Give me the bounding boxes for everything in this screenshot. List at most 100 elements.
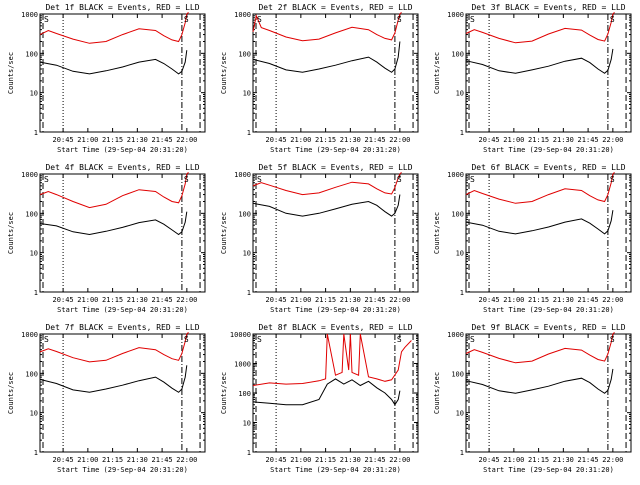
x-axis-label: Start Time (29-Sep-04 20:31:20): [483, 306, 614, 314]
lld-series-line: [465, 12, 615, 44]
x-axis-label: Start Time (29-Sep-04 20:31:20): [270, 146, 401, 154]
s-marker-label: S: [257, 15, 262, 24]
y-tick-label: 100: [238, 210, 251, 218]
x-tick-label: 21:45: [578, 136, 599, 144]
y-tick-label: 1: [247, 449, 251, 457]
events-series-line: [39, 50, 188, 75]
y-tick-label: 10: [30, 90, 38, 98]
y-tick-label: 1000: [447, 331, 464, 339]
y-tick-label: 10: [456, 90, 464, 98]
y-tick-label: 1000: [234, 361, 251, 369]
x-tick-label: 21:15: [102, 456, 123, 464]
y-tick-label: 1: [247, 289, 251, 297]
s-marker-label: S: [610, 175, 615, 184]
x-tick-label: 21:15: [528, 456, 549, 464]
y-tick-label: 1: [34, 449, 38, 457]
y-tick-label: 100: [238, 50, 251, 58]
s-marker-label: S: [44, 175, 49, 184]
s-marker-label: S: [184, 15, 189, 24]
x-tick-label: 21:00: [290, 456, 311, 464]
x-tick-label: 21:45: [152, 456, 173, 464]
x-tick-label: 21:45: [365, 296, 386, 304]
x-tick-label: 22:00: [602, 136, 623, 144]
lld-series-line: [252, 12, 402, 42]
panel-title: Det 9f BLACK = Events, RED = LLD: [471, 323, 625, 332]
x-tick-label: 21:30: [127, 456, 148, 464]
y-tick-label: 1000: [234, 171, 251, 179]
x-tick-label: 22:00: [602, 456, 623, 464]
x-tick-label: 20:45: [266, 136, 287, 144]
x-tick-label: 22:00: [176, 456, 197, 464]
events-series-line: [39, 211, 188, 236]
x-axis-label: Start Time (29-Sep-04 20:31:20): [270, 466, 401, 474]
events-series-line: [465, 210, 614, 235]
y-tick-label: 10: [456, 250, 464, 258]
y-tick-label: 10: [243, 250, 251, 258]
y-axis-label: Counts/sec: [433, 372, 441, 414]
panel-title: Det 8f BLACK = Events, RED = LLD: [258, 323, 412, 332]
panel-title: Det 4f BLACK = Events, RED = LLD: [45, 163, 199, 172]
plot-frame: [39, 173, 206, 293]
x-tick-label: 20:45: [266, 296, 287, 304]
x-tick-label: 21:00: [77, 136, 98, 144]
y-tick-label: 10: [30, 410, 38, 418]
x-tick-label: 21:00: [503, 136, 524, 144]
x-tick-label: 21:00: [290, 136, 311, 144]
s-marker-label: S: [610, 15, 615, 24]
x-tick-label: 21:45: [578, 296, 599, 304]
x-tick-label: 21:00: [77, 296, 98, 304]
lld-series-line: [39, 172, 189, 209]
detector-panel: Det 8f BLACK = Events, RED = LLD 1 10 100 10…: [220, 323, 419, 474]
detector-panel: Det 1f BLACK = Events, RED = LLD 1 10 100 10…: [7, 3, 206, 154]
y-tick-label: 10: [243, 90, 251, 98]
panel-title: Det 2f BLACK = Events, RED = LLD: [258, 3, 412, 12]
x-axis-label: Start Time (29-Sep-04 20:31:20): [270, 306, 401, 314]
x-tick-label: 20:45: [53, 296, 74, 304]
y-tick-label: 100: [451, 50, 464, 58]
x-tick-label: 20:45: [53, 456, 74, 464]
s-marker-label: S: [184, 175, 189, 184]
s-marker-label: S: [44, 15, 49, 24]
x-tick-label: 21:30: [127, 136, 148, 144]
lld-series-line: [39, 332, 189, 363]
y-axis-label: Counts/sec: [7, 212, 15, 254]
s-marker-label: S: [184, 335, 189, 344]
x-axis-label: Start Time (29-Sep-04 20:31:20): [483, 466, 614, 474]
lld-series-line: [252, 333, 412, 386]
y-tick-label: 1000: [234, 11, 251, 19]
panel-title: Det 5f BLACK = Events, RED = LLD: [258, 163, 412, 172]
s-marker-label: S: [610, 335, 615, 344]
x-tick-label: 21:30: [553, 136, 574, 144]
x-tick-label: 21:30: [340, 136, 361, 144]
y-axis-label: Counts/sec: [7, 52, 15, 94]
x-tick-label: 21:45: [578, 456, 599, 464]
x-tick-label: 21:15: [315, 136, 336, 144]
y-tick-label: 1: [460, 129, 464, 137]
events-series-line: [252, 194, 401, 217]
x-tick-label: 22:00: [389, 456, 410, 464]
x-axis-label: Start Time (29-Sep-04 20:31:20): [57, 146, 188, 154]
x-tick-label: 20:45: [53, 136, 74, 144]
x-tick-label: 22:00: [176, 136, 197, 144]
events-series-line: [39, 365, 188, 393]
y-axis-label: Counts/sec: [220, 372, 228, 414]
detector-panel: Det 2f BLACK = Events, RED = LLD 1 10 100 10…: [220, 3, 419, 154]
x-tick-label: 21:15: [102, 296, 123, 304]
x-tick-label: 21:30: [340, 296, 361, 304]
plot-frame: [252, 333, 419, 453]
x-tick-label: 21:45: [365, 136, 386, 144]
y-tick-label: 100: [451, 370, 464, 378]
panel-title: Det 7f BLACK = Events, RED = LLD: [45, 323, 199, 332]
x-tick-label: 22:00: [389, 296, 410, 304]
y-tick-label: 100: [25, 50, 38, 58]
s-marker-label: S: [470, 335, 475, 344]
y-tick-label: 1000: [21, 171, 38, 179]
events-series-line: [465, 48, 614, 74]
s-marker-label: S: [257, 175, 262, 184]
y-axis-label: Counts/sec: [433, 212, 441, 254]
x-tick-label: 20:45: [266, 456, 287, 464]
plot-frame: [39, 13, 206, 133]
x-tick-label: 21:15: [102, 136, 123, 144]
